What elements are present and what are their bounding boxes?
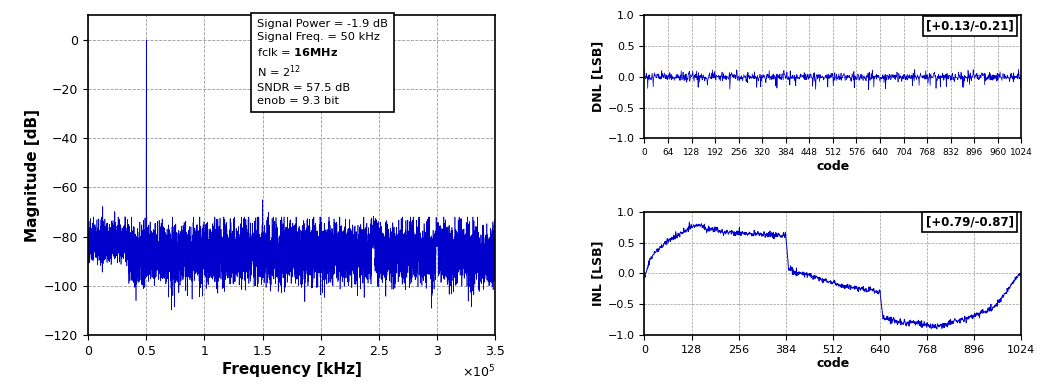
Text: Signal Power = -1.9 dB
Signal Freq. = 50 kHz
fclk = $\mathbf{16MHz}$
N = $2^{12}: Signal Power = -1.9 dB Signal Freq. = 50…: [257, 18, 388, 106]
X-axis label: Frequency [kHz]: Frequency [kHz]: [222, 362, 362, 377]
Text: $\times\mathregular{10}^{\mathregular{5}}$: $\times\mathregular{10}^{\mathregular{5}…: [463, 364, 496, 380]
Y-axis label: DNL [LSB]: DNL [LSB]: [592, 41, 605, 112]
Y-axis label: Magnitude [dB]: Magnitude [dB]: [25, 109, 39, 242]
Text: [+0.13/-0.21]: [+0.13/-0.21]: [926, 19, 1014, 32]
X-axis label: code: code: [816, 357, 849, 370]
X-axis label: code: code: [816, 160, 849, 173]
Y-axis label: INL [LSB]: INL [LSB]: [592, 241, 605, 306]
Text: [+0.79/-0.87]: [+0.79/-0.87]: [926, 216, 1014, 229]
